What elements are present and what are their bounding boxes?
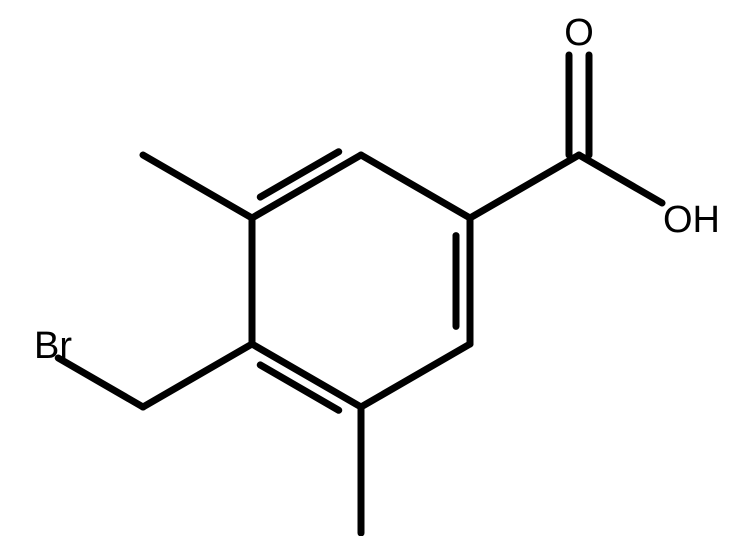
atom-label-o1: O xyxy=(564,12,594,54)
atom-label-br: Br xyxy=(34,325,72,367)
atom-label-o2: OH xyxy=(663,199,720,241)
